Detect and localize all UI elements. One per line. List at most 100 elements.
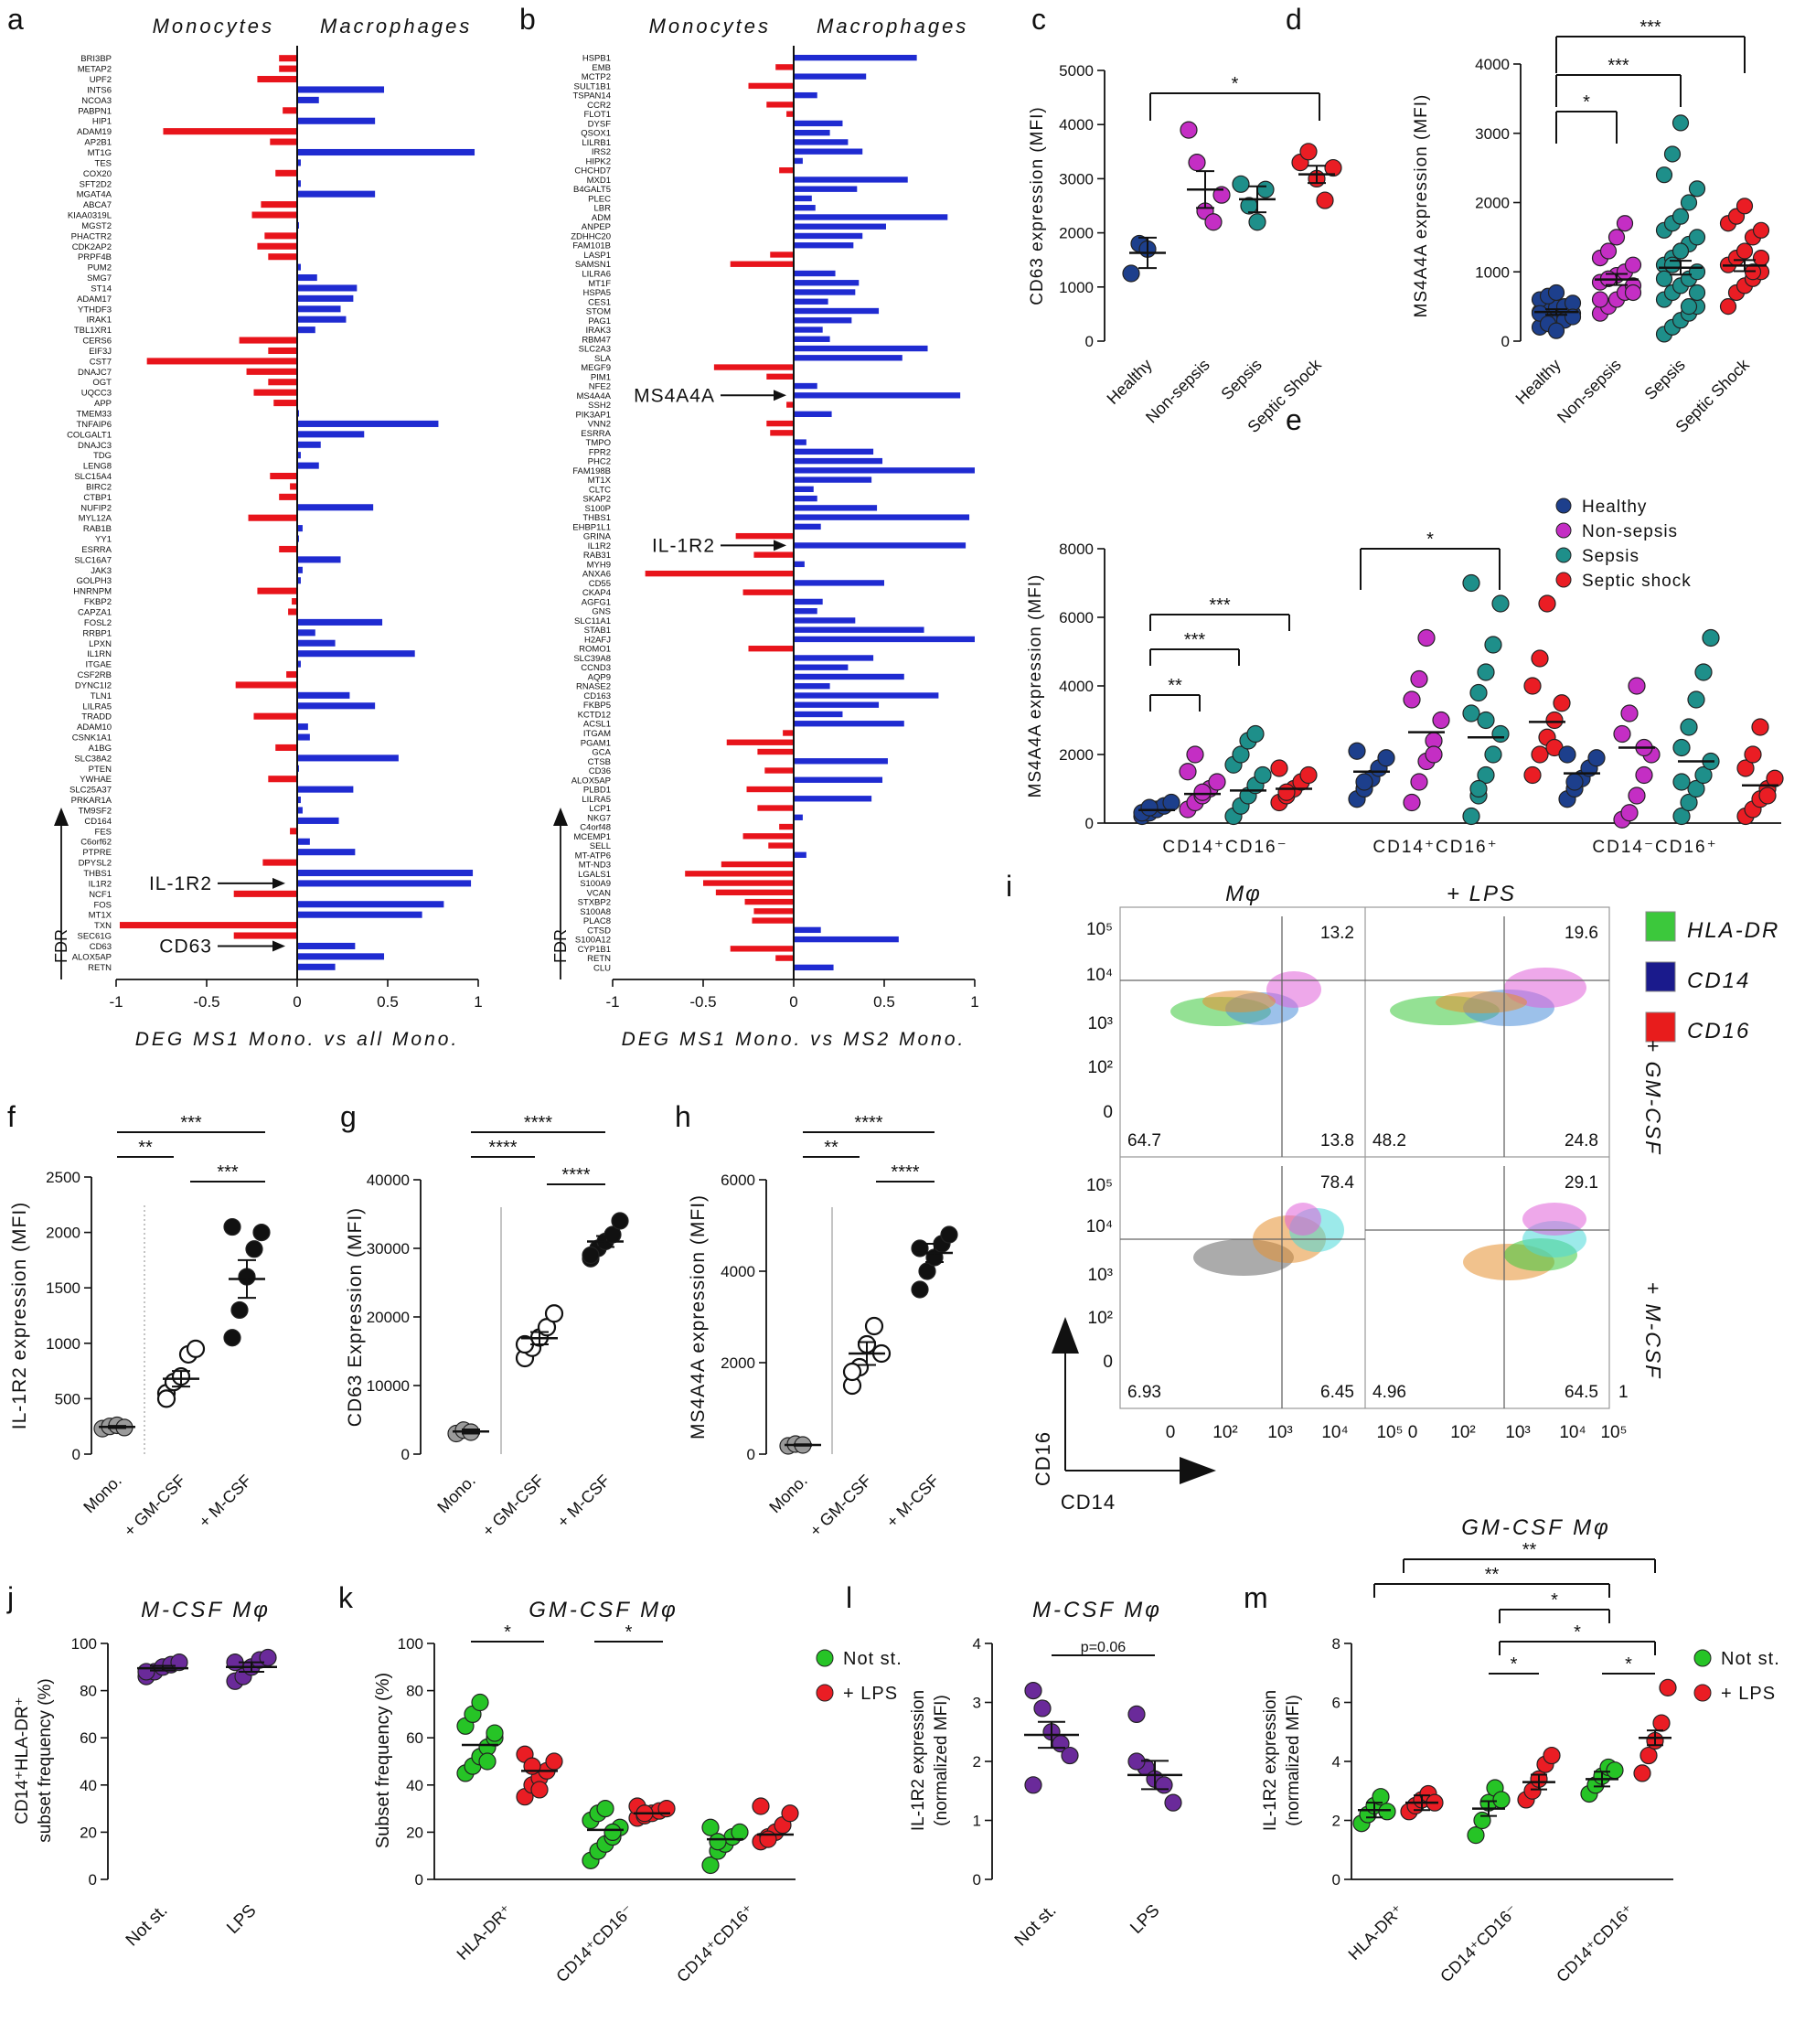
data-point <box>1462 704 1480 722</box>
quadrant-extra-value: 1 <box>1618 1383 1629 1402</box>
data-point <box>1372 1788 1390 1806</box>
panel-title: M-CSF Mφ <box>141 1598 271 1622</box>
y-tick-label: 0 <box>1501 333 1510 350</box>
data-point <box>545 1752 563 1771</box>
quadrant-lr-value: 6.45 <box>1320 1383 1354 1402</box>
data-point <box>1432 711 1450 730</box>
data-point <box>940 1225 958 1244</box>
sig-label: *** <box>1639 17 1661 37</box>
y-axis-title: MS4A4A expression (MFI) <box>1026 574 1045 798</box>
x-tick-label: 10² <box>1212 1423 1237 1442</box>
bar-LILRB1 <box>794 139 849 145</box>
y-tick-label: 0 <box>973 1871 981 1889</box>
bar-STXBP2 <box>744 898 794 905</box>
bar-CLTC <box>794 486 814 493</box>
data-point <box>259 1648 277 1667</box>
data-point <box>1702 628 1720 647</box>
bar-BIRC2 <box>290 483 297 490</box>
bar-ABCA7 <box>261 201 297 209</box>
bar-FKBP5 <box>794 701 880 708</box>
gene-label: CD164 <box>84 817 112 827</box>
data-point <box>1467 1826 1485 1845</box>
bar-ADAM17 <box>297 294 354 302</box>
category-label: CD14⁺CD16⁻ <box>1437 1901 1522 1986</box>
bar-LILRA5 <box>794 796 872 802</box>
gene-label: TMEM33 <box>76 410 112 420</box>
data-point <box>1477 663 1495 681</box>
gene-label: TNFAIP6 <box>76 420 112 430</box>
gene-label: SLC38A2 <box>74 754 112 764</box>
data-point <box>596 1799 614 1818</box>
gene-label: MYH9 <box>587 560 611 570</box>
data-point <box>842 1362 862 1382</box>
gene-label: CERS6 <box>82 337 112 347</box>
category-label: Sepsis <box>1217 356 1265 403</box>
bar-CSF2RB <box>286 670 297 679</box>
gene-label: SLC16A7 <box>74 555 112 565</box>
bar-SELL <box>768 842 794 849</box>
x-tick-label: 0.5 <box>377 993 399 1011</box>
data-point <box>1417 628 1436 647</box>
gene-label: SFT2D2 <box>80 179 112 189</box>
x-tick-label: -1 <box>109 993 123 1011</box>
legend-label: + LPS <box>843 1684 898 1704</box>
data-point <box>1491 724 1510 744</box>
category-label: Mono. <box>80 1471 125 1517</box>
gene-label: FAM198B <box>572 466 611 476</box>
gene-label: LASP1 <box>583 251 611 261</box>
y-tick-label: 60 <box>406 1729 423 1747</box>
data-point <box>1663 145 1682 163</box>
header-macrophages: Macrophages <box>320 15 472 37</box>
data-point <box>186 1339 206 1358</box>
bar-SLA <box>794 355 902 361</box>
data-point <box>781 1804 799 1823</box>
fdr-arrowhead <box>54 808 69 826</box>
bar-RBM47 <box>794 336 830 342</box>
legend-swatch <box>1645 1011 1676 1043</box>
data-point <box>1538 594 1556 613</box>
data-point <box>1523 677 1542 695</box>
y-tick-label: 10⁴ <box>1086 1217 1113 1236</box>
data-point <box>1663 256 1682 273</box>
x-tick-label: 0 <box>1166 1423 1176 1442</box>
category-label: CD14⁺CD16⁻ <box>1162 838 1287 857</box>
gene-label: FES <box>95 827 112 837</box>
panel-letter-k: k <box>338 1581 354 1614</box>
data-point <box>1613 724 1631 744</box>
category-label: CD14⁺CD16⁺ <box>1372 838 1498 857</box>
bar-PGAM1 <box>726 739 794 745</box>
sig-label: **** <box>854 1113 882 1133</box>
event-density-cloud <box>1436 991 1527 1013</box>
gene-label: MT1F <box>588 279 611 289</box>
bar-HIP1 <box>297 117 376 124</box>
sig-label: **** <box>891 1162 919 1183</box>
sig-label: ** <box>1522 1540 1537 1560</box>
gene-label: SEC61G <box>78 932 112 942</box>
bar-QSOX1 <box>794 129 830 136</box>
gene-label: SULT1B1 <box>574 81 611 91</box>
data-point <box>1155 1776 1173 1794</box>
bar-SULT1B1 <box>748 82 794 90</box>
gene-label: CHCHD7 <box>574 166 611 177</box>
bar-ANPEP <box>794 223 886 230</box>
data-point <box>701 1818 720 1836</box>
gene-label: VNN2 <box>588 420 611 430</box>
category-label: HLA-DR⁺ <box>454 1901 516 1964</box>
bar-CTSB <box>794 758 888 765</box>
bar-LILRA6 <box>794 270 836 277</box>
data-point <box>1672 773 1691 791</box>
gene-label: FPR2 <box>589 447 611 457</box>
legend-label: Not st. <box>843 1649 902 1669</box>
quadrant-lr-value: 64.5 <box>1565 1383 1598 1402</box>
bar-ANXA6 <box>645 570 794 577</box>
gene-label: SLC11A1 <box>574 616 611 626</box>
data-point <box>1256 180 1275 198</box>
gene-label: PAG1 <box>588 316 611 326</box>
header-monocytes: Monocytes <box>153 15 274 37</box>
y-tick-label: 60 <box>80 1729 97 1747</box>
data-point <box>1752 221 1770 239</box>
gene-label: ROMO1 <box>579 645 611 655</box>
quadrant-ur-value: 13.2 <box>1320 924 1354 943</box>
bar-FOS <box>297 901 444 908</box>
